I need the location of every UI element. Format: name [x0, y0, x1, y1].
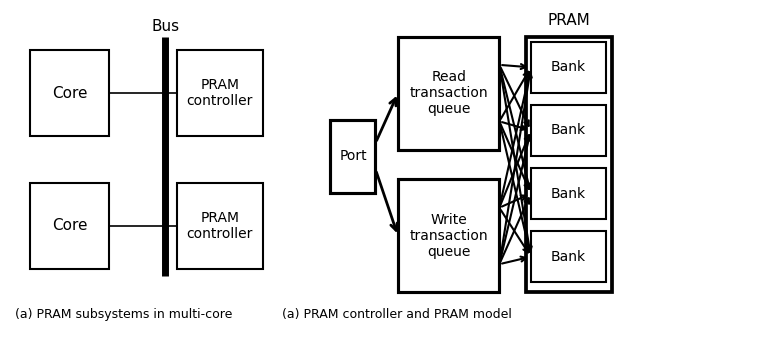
Bar	[531, 168, 606, 219]
Bar	[30, 50, 109, 136]
Bar	[30, 183, 109, 269]
Bar	[177, 183, 263, 269]
Text: PRAM: PRAM	[548, 13, 591, 27]
Bar	[398, 179, 499, 293]
Text: Core: Core	[52, 85, 87, 101]
Bar	[330, 120, 375, 193]
Text: Core: Core	[52, 218, 87, 234]
Text: PRAM
controller: PRAM controller	[187, 78, 253, 108]
Text: Bank: Bank	[551, 250, 586, 264]
Text: Bank: Bank	[551, 123, 586, 137]
Bar	[525, 37, 612, 293]
Bar	[531, 231, 606, 282]
Text: Bank: Bank	[551, 186, 586, 201]
Text: (a) PRAM controller and PRAM model: (a) PRAM controller and PRAM model	[282, 307, 512, 320]
Text: Write
transaction
queue: Write transaction queue	[409, 213, 488, 259]
Bar	[398, 37, 499, 149]
Text: PRAM
controller: PRAM controller	[187, 211, 253, 241]
Bar	[177, 50, 263, 136]
Bar	[531, 105, 606, 156]
Text: (a) PRAM subsystems in multi-core: (a) PRAM subsystems in multi-core	[15, 307, 233, 320]
Bar	[531, 42, 606, 93]
Text: Bus: Bus	[151, 19, 179, 34]
Text: Bank: Bank	[551, 60, 586, 74]
Text: Read
transaction
queue: Read transaction queue	[409, 70, 488, 116]
Text: Port: Port	[339, 149, 367, 163]
